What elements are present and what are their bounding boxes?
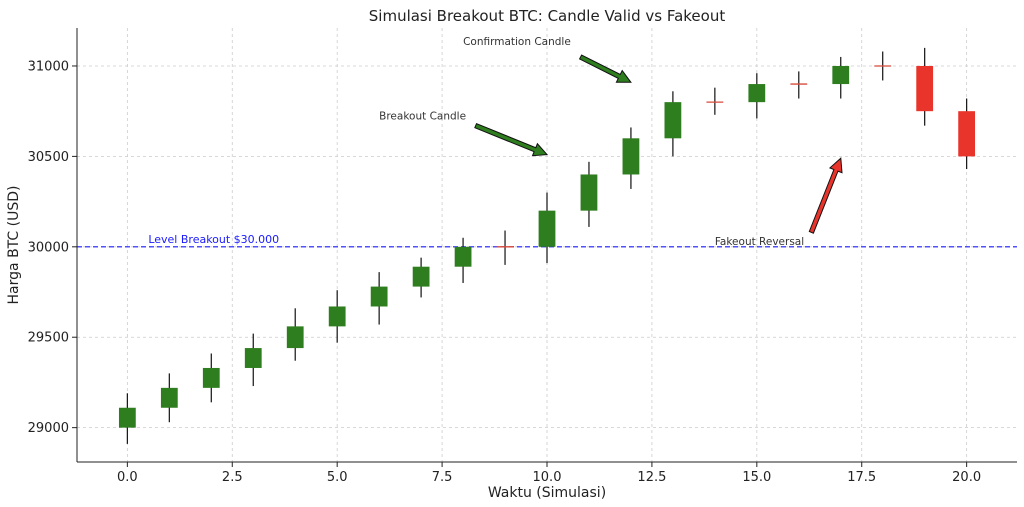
fakeout-annotation-text: Fakeout Reversal	[715, 236, 804, 248]
y-tick-label: 30500	[28, 150, 69, 165]
x-tick-label: 12.5	[637, 470, 666, 485]
candle	[118, 393, 136, 444]
x-tick-label: 5.0	[327, 470, 348, 485]
confirmation-arrow	[578, 54, 632, 83]
candle	[412, 257, 430, 298]
candle-body-bullish	[286, 326, 304, 349]
candle-body-bullish	[622, 138, 640, 175]
candle	[874, 51, 892, 81]
candle	[790, 71, 808, 99]
candle	[622, 127, 640, 189]
x-tick-label: 2.5	[222, 470, 243, 485]
axes-layer: 0.0 2.5 5.0 7.5 10.0 12.5 15.0 17.5 20.0 29000 295…	[28, 28, 1017, 485]
chart-title: Simulasi Breakout BTC: Candle Valid vs F…	[369, 7, 726, 25]
candle	[706, 87, 724, 115]
candle-body-bullish	[454, 246, 472, 267]
candle-body-bullish	[412, 266, 430, 287]
candle-body-bearish	[958, 111, 976, 157]
fakeout-arrow	[808, 157, 843, 234]
candle	[370, 272, 388, 325]
candle-body-bullish	[580, 174, 598, 211]
x-axis-label: Waktu (Simulasi)	[488, 485, 606, 501]
candle-body-bullish	[328, 306, 346, 327]
candle-body-bullish	[538, 210, 556, 247]
y-tick-label: 29500	[28, 331, 69, 346]
candle	[244, 333, 262, 387]
candle	[664, 91, 682, 157]
candle-body-bearish	[916, 65, 934, 112]
candle	[580, 161, 598, 227]
breakout-annotation-text: Breakout Candle	[379, 110, 466, 122]
x-tick-label: 7.5	[432, 470, 453, 485]
candle	[454, 237, 472, 283]
candle	[286, 308, 304, 361]
candle	[832, 56, 850, 99]
x-tick-label: 15.0	[742, 470, 771, 485]
candle	[748, 73, 766, 119]
candle-body-bullish	[160, 387, 178, 408]
candles-layer	[118, 47, 976, 444]
y-tick-label: 31000	[28, 59, 69, 74]
annotations-layer: Breakout Candle Confirmation Candle Fakeou…	[379, 36, 843, 248]
candle-body-bullish	[244, 348, 262, 368]
candle-body-bullish	[202, 367, 220, 388]
breakout-level-label: Level Breakout $30.000	[148, 233, 279, 246]
candle-body-bullish	[118, 407, 136, 428]
candle-body-bullish	[370, 286, 388, 307]
candle-body-bullish	[748, 84, 766, 103]
candle-body-bullish	[664, 102, 682, 139]
candle	[202, 353, 220, 403]
candle	[328, 290, 346, 343]
candle	[958, 98, 976, 170]
candle	[916, 47, 934, 126]
breakout-arrow	[474, 122, 549, 157]
confirmation-annotation-text: Confirmation Candle	[463, 36, 571, 48]
candle	[538, 192, 556, 264]
x-tick-label: 10.0	[533, 470, 562, 485]
x-tick-label: 0.0	[117, 470, 138, 485]
y-axis-label: Harga BTC (USD)	[6, 186, 22, 305]
candle	[160, 373, 178, 423]
candle	[496, 230, 514, 265]
x-tick-label: 20.0	[952, 470, 981, 485]
candle-body-bullish	[832, 65, 850, 85]
y-tick-label: 30000	[28, 240, 69, 255]
x-tick-label: 17.5	[847, 470, 876, 485]
breakout-level-layer: Level Breakout $30.000	[77, 233, 1017, 248]
y-tick-label: 29000	[28, 421, 69, 436]
